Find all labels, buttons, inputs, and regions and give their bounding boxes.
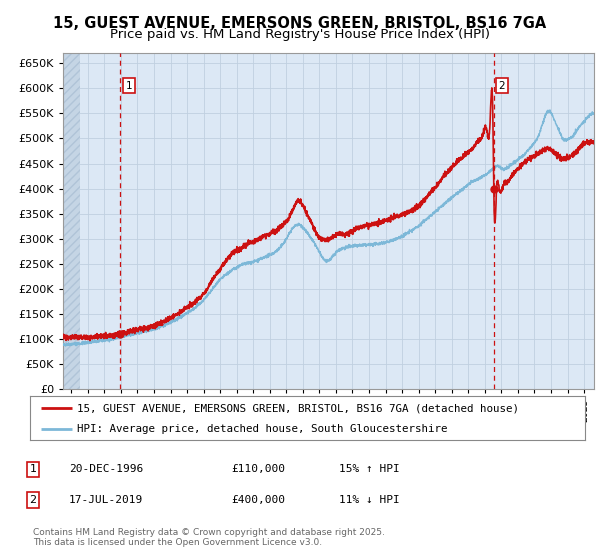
Text: 1: 1 — [125, 81, 132, 91]
Text: 15, GUEST AVENUE, EMERSONS GREEN, BRISTOL, BS16 7GA (detached house): 15, GUEST AVENUE, EMERSONS GREEN, BRISTO… — [77, 403, 519, 413]
Text: £110,000: £110,000 — [231, 464, 285, 474]
Text: £400,000: £400,000 — [231, 495, 285, 505]
Text: 2: 2 — [499, 81, 505, 91]
Text: Contains HM Land Registry data © Crown copyright and database right 2025.
This d: Contains HM Land Registry data © Crown c… — [33, 528, 385, 547]
Text: HPI: Average price, detached house, South Gloucestershire: HPI: Average price, detached house, Sout… — [77, 424, 448, 433]
Text: 17-JUL-2019: 17-JUL-2019 — [69, 495, 143, 505]
Text: Price paid vs. HM Land Registry's House Price Index (HPI): Price paid vs. HM Land Registry's House … — [110, 28, 490, 41]
Text: 1: 1 — [29, 464, 37, 474]
Text: 20-DEC-1996: 20-DEC-1996 — [69, 464, 143, 474]
Text: 2: 2 — [29, 495, 37, 505]
Text: 15, GUEST AVENUE, EMERSONS GREEN, BRISTOL, BS16 7GA: 15, GUEST AVENUE, EMERSONS GREEN, BRISTO… — [53, 16, 547, 31]
Text: 15% ↑ HPI: 15% ↑ HPI — [339, 464, 400, 474]
Text: 11% ↓ HPI: 11% ↓ HPI — [339, 495, 400, 505]
Bar — [63, 53, 80, 389]
